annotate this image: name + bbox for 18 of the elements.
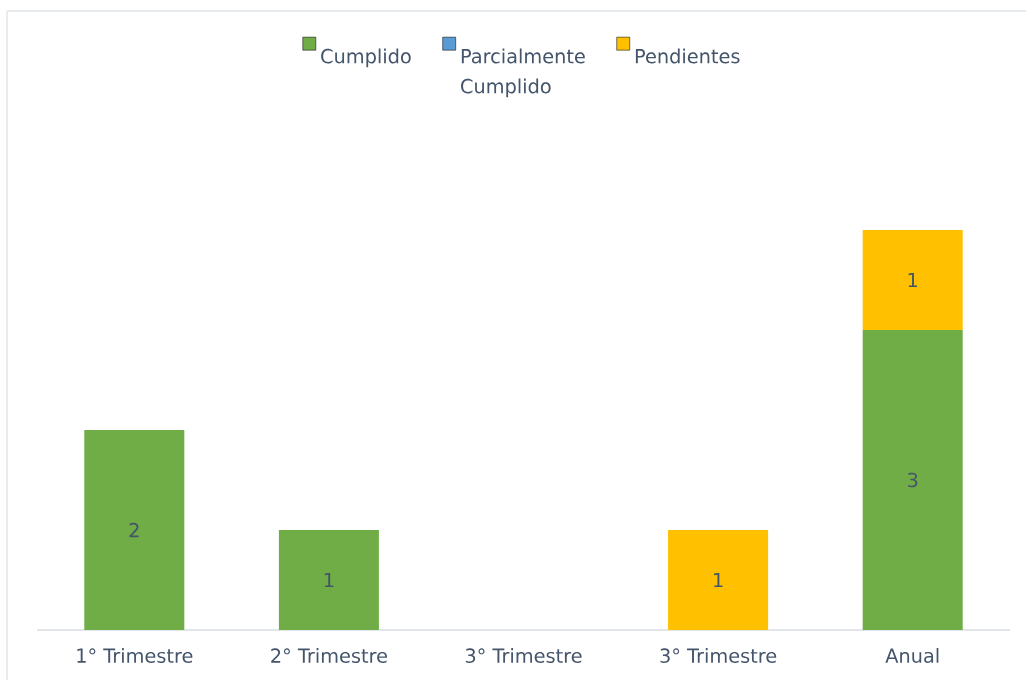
bar: [668, 529, 769, 630]
legend-label: Cumplido: [321, 48, 411, 68]
x-tick-label: 2° Trimestre: [271, 648, 387, 663]
bar: [862, 329, 963, 630]
bar: [84, 429, 185, 630]
x-tick-label: 3° Trimestre: [465, 648, 582, 663]
data-label: 1: [714, 572, 723, 588]
legend-label: Pendientes: [635, 48, 740, 64]
data-label: 2: [129, 522, 139, 538]
x-tick-label: Anual: [885, 648, 939, 663]
data-label: 3: [908, 472, 918, 488]
data-label: 1: [908, 272, 918, 288]
x-tick-label: 1° Trimestre: [77, 648, 193, 663]
legend-label: Parcialmente Cumplido: [461, 48, 585, 98]
bar: [278, 529, 379, 630]
bar: [862, 229, 963, 330]
data-label: 1: [324, 572, 334, 588]
x-tick-label: 3° Trimestre: [660, 648, 777, 663]
